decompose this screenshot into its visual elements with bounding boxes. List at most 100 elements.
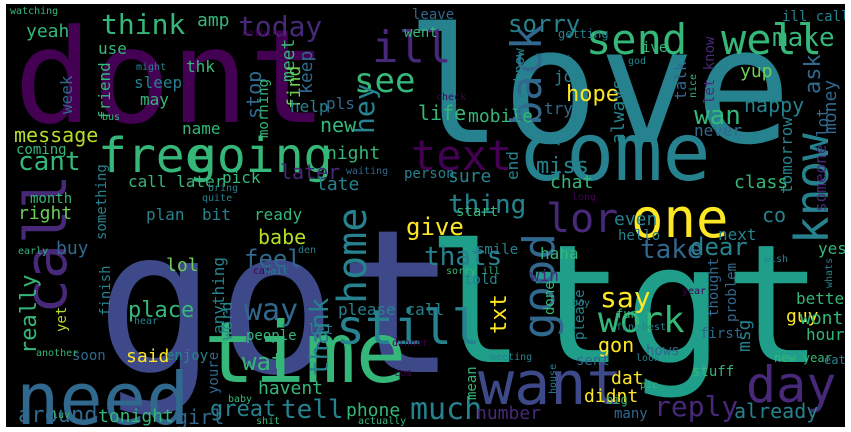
word-last: last	[544, 53, 573, 67]
word-eat: eat	[824, 353, 845, 367]
word-text: text	[411, 131, 512, 180]
word-stuff: stuff	[692, 364, 734, 380]
word-wish: wish	[764, 254, 788, 265]
word-watching: watching	[10, 6, 58, 17]
word-end: end	[503, 151, 522, 180]
word-next: next	[718, 225, 757, 244]
word-one: one	[631, 187, 729, 250]
word-job: job	[554, 67, 583, 86]
word-leave: leave	[412, 7, 454, 23]
word-help: help	[290, 97, 329, 116]
word-hey: hey	[348, 83, 381, 134]
word-people: people	[246, 328, 297, 344]
word-year: year	[682, 286, 706, 297]
word-morning: morning	[256, 79, 272, 138]
word-going: going	[188, 128, 333, 184]
word-something: something	[94, 164, 110, 240]
word-smile: smile	[476, 242, 518, 258]
word-let: let	[308, 322, 333, 338]
word-still: still	[336, 300, 481, 356]
word-luv: luv	[52, 410, 70, 421]
word-hope: hope	[566, 82, 619, 107]
word-keep: keep	[296, 51, 317, 94]
word-meet: meet	[278, 39, 299, 82]
word-thank: thank	[305, 297, 335, 376]
word-make: make	[772, 23, 835, 53]
word-pick: pick	[222, 168, 261, 187]
word-thats: thats	[424, 242, 502, 272]
word-bus: bus	[102, 112, 120, 123]
word-miss: miss	[536, 154, 589, 179]
word-msg: msg	[734, 319, 755, 352]
word-car: car	[253, 266, 271, 277]
word-ready: ready	[254, 205, 303, 224]
word-much: much	[410, 392, 482, 427]
word-already: already	[734, 399, 818, 423]
word-sorry-ill: sorry ill	[446, 266, 500, 277]
word-later: later	[280, 160, 340, 184]
word-hour: hour	[806, 325, 845, 344]
word-got: got	[96, 187, 457, 420]
word-really: really	[17, 275, 42, 354]
word-dear: dear	[690, 233, 748, 261]
word-den: den	[298, 245, 316, 256]
word-ill-call: ill call	[782, 9, 845, 25]
word-done: done	[542, 281, 558, 315]
word-late: late	[316, 174, 359, 195]
word-babe: babe	[258, 225, 306, 249]
word-please-call: please call	[338, 300, 444, 319]
word-see: see	[354, 61, 415, 101]
word-actually: actually	[358, 416, 406, 427]
word-quite: quite	[202, 193, 232, 204]
word-pls: pls	[326, 94, 355, 113]
word-well: well	[721, 15, 822, 64]
word-feel: feel	[244, 245, 302, 273]
word-way: way	[244, 293, 298, 328]
word-youre: youre	[206, 352, 222, 394]
word-dont: dont	[14, 4, 327, 153]
word-number: number	[476, 403, 541, 424]
word-name: name	[182, 119, 221, 138]
word-good: good	[514, 233, 565, 339]
word-start: start	[456, 204, 498, 220]
word-take: take	[640, 235, 703, 265]
word-message: message	[14, 123, 98, 147]
word-happy: happy	[744, 93, 804, 117]
word-bit: bit	[202, 205, 231, 224]
word-work: work	[598, 300, 685, 341]
word-sent: sent	[576, 353, 610, 369]
word-yet: yet	[54, 307, 70, 332]
word-new-year: new year	[774, 351, 832, 365]
word-waiting: waiting	[346, 166, 388, 177]
word-nice: nice	[688, 74, 699, 98]
word-life: life	[418, 101, 466, 125]
word-try: try	[544, 99, 573, 118]
word-tell: tell	[281, 395, 344, 425]
word-talk: talk	[671, 61, 690, 100]
word-haha: haha	[540, 244, 579, 263]
word-think: think	[101, 8, 185, 41]
word-plan: plan	[146, 205, 185, 224]
word-bring: bring	[208, 183, 238, 194]
word-give: give	[406, 213, 464, 241]
cloud-background	[6, 4, 845, 427]
word-cloud: love got ltgt dont come time need want one day cal…	[6, 4, 845, 427]
word-guy: guy	[786, 306, 819, 327]
word-new: new	[320, 113, 357, 137]
word-free: free	[98, 128, 214, 184]
word-cos: cos	[394, 368, 412, 379]
word-find: find	[284, 66, 305, 109]
word-may: may	[140, 90, 169, 109]
word-thing: thing	[448, 190, 526, 220]
word-home: home	[330, 208, 376, 304]
word-whats: whats	[824, 258, 835, 288]
word-lot: lot	[813, 108, 832, 137]
word-look: look	[636, 353, 660, 364]
word-problem: problem	[724, 263, 740, 322]
word-month: month	[30, 191, 72, 207]
word-friend: friend	[95, 62, 114, 120]
word-never: never	[694, 121, 743, 140]
word-thk: thk	[186, 57, 215, 76]
word-said: said	[126, 346, 169, 367]
word-come: come	[518, 106, 711, 199]
